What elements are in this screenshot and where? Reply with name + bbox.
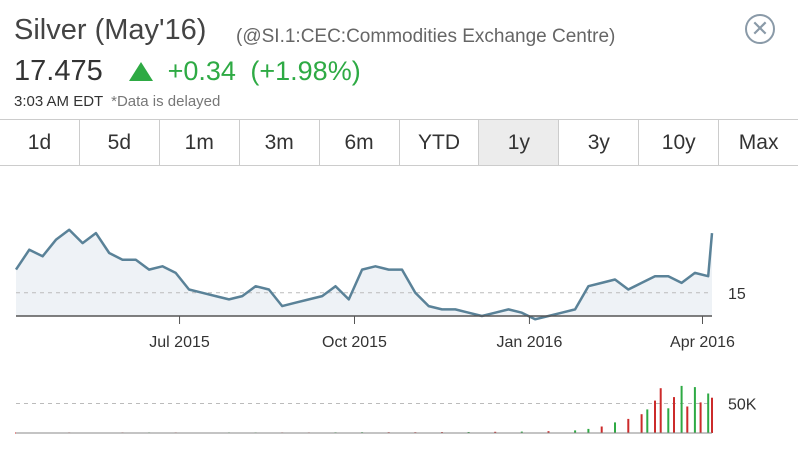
volume-bar <box>654 400 656 433</box>
close-circle-icon[interactable]: ✕ <box>745 14 775 44</box>
volume-bar <box>600 426 603 433</box>
quote-header: Silver (May'16) (@SI.1:CEC:Commodities E… <box>0 0 798 118</box>
volume-bar <box>711 397 713 433</box>
price-area-fill <box>16 229 712 320</box>
volume-bar <box>686 406 689 433</box>
volume-bar <box>640 414 643 433</box>
timestamp-row: 3:03 AM EDT *Data is delayed <box>14 93 220 110</box>
price-y-tick-label: 15 <box>728 286 746 303</box>
volume-bar <box>680 385 683 433</box>
volume-bar <box>707 393 710 433</box>
volume-bar <box>494 431 497 433</box>
volume-bar <box>646 409 649 433</box>
range-tab-3m[interactable]: 3m <box>240 120 320 165</box>
volume-bar <box>574 430 577 433</box>
volume-bar <box>693 387 696 433</box>
range-tab-1y[interactable]: 1y <box>479 120 560 165</box>
price-x-tick-label: Jan 2016 <box>497 334 563 351</box>
volume-bar <box>614 422 616 433</box>
price-row: 17.475 +0.34 (+1.98%) <box>14 55 361 91</box>
instrument-title: Silver (May'16) <box>14 14 207 46</box>
range-tab-5d[interactable]: 5d <box>80 120 160 165</box>
price-change: +0.34 <box>167 56 236 86</box>
delay-note: *Data is delayed <box>111 93 221 110</box>
volume-y-tick-label: 50K <box>728 397 757 414</box>
volume-bar <box>699 402 702 433</box>
volume-bar <box>627 418 630 433</box>
price-change-percent: (+1.98%) <box>250 56 361 86</box>
range-tab-1d[interactable]: 1d <box>0 120 80 165</box>
instrument-exchange: (@SI.1:CEC:Commodities Exchange Centre) <box>236 26 616 47</box>
range-tabs: 1d 5d 1m 3m 6m YTD 1y 3y 10y Max <box>0 119 798 166</box>
volume-bar <box>547 431 550 433</box>
price-x-tick-label: Apr 2016 <box>670 334 735 351</box>
price-x-tick-label: Jul 2015 <box>149 334 210 351</box>
range-tab-3y[interactable]: 3y <box>559 120 640 165</box>
last-price: 17.475 <box>14 55 103 87</box>
volume-bar <box>520 431 523 433</box>
up-triangle-icon <box>129 62 154 81</box>
volume-bar <box>587 428 590 433</box>
range-tab-10y[interactable]: 10y <box>639 120 720 165</box>
quote-time: 3:03 AM EDT <box>14 93 103 110</box>
range-tab-6m[interactable]: 6m <box>320 120 400 165</box>
price-series-line <box>14 228 714 321</box>
range-tab-ytd[interactable]: YTD <box>400 120 480 165</box>
volume-bar <box>673 397 675 433</box>
volume-bar <box>667 408 670 433</box>
range-tab-1m[interactable]: 1m <box>160 120 240 165</box>
range-tab-max[interactable]: Max <box>738 131 779 154</box>
volume-bar <box>659 388 662 433</box>
price-x-tick-label: Oct 2015 <box>322 334 387 351</box>
